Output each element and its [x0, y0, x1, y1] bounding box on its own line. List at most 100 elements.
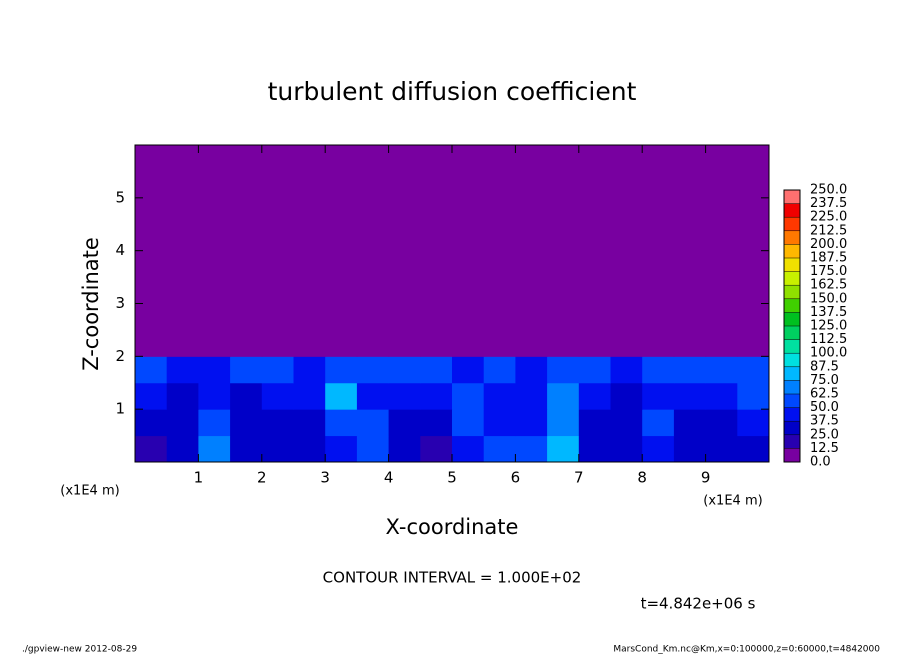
cell [230, 356, 263, 384]
colorbar-swatch [784, 298, 800, 313]
cell [293, 409, 326, 437]
footer-left: ./gpview-new 2012-08-29 [22, 645, 137, 654]
cell [420, 409, 453, 437]
cell [578, 382, 611, 410]
cell [261, 409, 294, 437]
cell [547, 435, 580, 463]
cell [388, 145, 421, 357]
cell [452, 409, 485, 437]
colorbar-swatch [784, 203, 800, 218]
colorbar-label: 25.0 [810, 427, 839, 442]
cell [642, 435, 675, 463]
cell [230, 382, 263, 410]
cell [705, 435, 738, 463]
cell [261, 356, 294, 384]
colorbar-label: 225.0 [810, 210, 847, 225]
cell [642, 356, 675, 384]
colorbar-swatch [784, 285, 800, 299]
cell [198, 409, 231, 437]
cell [388, 356, 421, 384]
cell [610, 409, 643, 437]
cell [388, 435, 421, 463]
colorbar-label: 100.0 [810, 346, 847, 361]
cell [198, 435, 231, 463]
cell [230, 145, 263, 357]
cell [325, 145, 358, 357]
contour-interval: CONTOUR INTERVAL = 1.000E+02 [323, 569, 582, 587]
cell [705, 382, 738, 410]
x-tick-label: 4 [384, 469, 394, 487]
colorbar-swatch [784, 448, 800, 462]
cell [135, 382, 168, 410]
colorbar-swatch [784, 258, 800, 272]
y-tick-label: 3 [115, 294, 125, 312]
cell [483, 409, 516, 437]
cell [737, 435, 770, 463]
colorbar-swatch [784, 339, 800, 354]
cell [705, 356, 738, 384]
x-tick-label: 8 [637, 469, 647, 487]
colorbar-swatch [784, 380, 800, 394]
colorbar-swatch [784, 394, 800, 408]
cell [388, 382, 421, 410]
cell [578, 409, 611, 437]
cell [673, 409, 707, 437]
cell [261, 435, 294, 463]
cell [356, 356, 390, 384]
cell [135, 409, 168, 437]
y-axis-label: Z-coordinate [79, 237, 103, 371]
cell [325, 382, 358, 410]
y-tick-label: 5 [115, 188, 125, 206]
cell [420, 356, 453, 384]
cell [673, 382, 707, 410]
cell [673, 435, 707, 463]
cell [166, 435, 199, 463]
x-tick-label: 7 [574, 469, 584, 487]
cell [166, 145, 199, 357]
cell [705, 145, 738, 357]
x-tick-label: 9 [701, 469, 711, 487]
cell [547, 145, 580, 357]
cell [230, 409, 263, 437]
cell [483, 382, 516, 410]
cell [673, 145, 707, 357]
x-tick-label: 1 [194, 469, 204, 487]
x-unit-label: (x1E4 m) [60, 484, 119, 499]
x-tick-label: 5 [447, 469, 457, 487]
cell [135, 356, 168, 384]
cell [198, 356, 231, 384]
cell [547, 356, 580, 384]
cell [547, 382, 580, 410]
colorbar-swatch [784, 271, 800, 286]
cell [293, 145, 326, 357]
colorbar-label: 137.5 [810, 305, 847, 320]
cell [515, 435, 548, 463]
cell [261, 145, 294, 357]
x-unit-label: (x1E4 m) [703, 494, 762, 509]
y-tick-label: 1 [115, 400, 125, 418]
cell [737, 409, 770, 437]
cell [452, 435, 485, 463]
cell [578, 435, 611, 463]
cell [198, 145, 231, 357]
colorbar-swatch [784, 244, 800, 258]
cell [293, 356, 326, 384]
cell [578, 145, 611, 357]
colorbar-label: 175.0 [810, 264, 847, 279]
colorbar-swatch [784, 190, 800, 204]
cell [388, 409, 421, 437]
cell [610, 382, 643, 410]
colorbar-swatch [784, 312, 800, 326]
y-tick-label: 4 [115, 241, 125, 259]
cell [356, 382, 390, 410]
colorbar-label: 112.5 [810, 332, 847, 347]
cell [610, 145, 643, 357]
colorbar-swatch [784, 407, 800, 422]
cell [642, 409, 675, 437]
cell [261, 382, 294, 410]
cell [515, 409, 548, 437]
cell [515, 145, 548, 357]
colorbar-label: 187.5 [810, 251, 847, 266]
cell [705, 409, 738, 437]
